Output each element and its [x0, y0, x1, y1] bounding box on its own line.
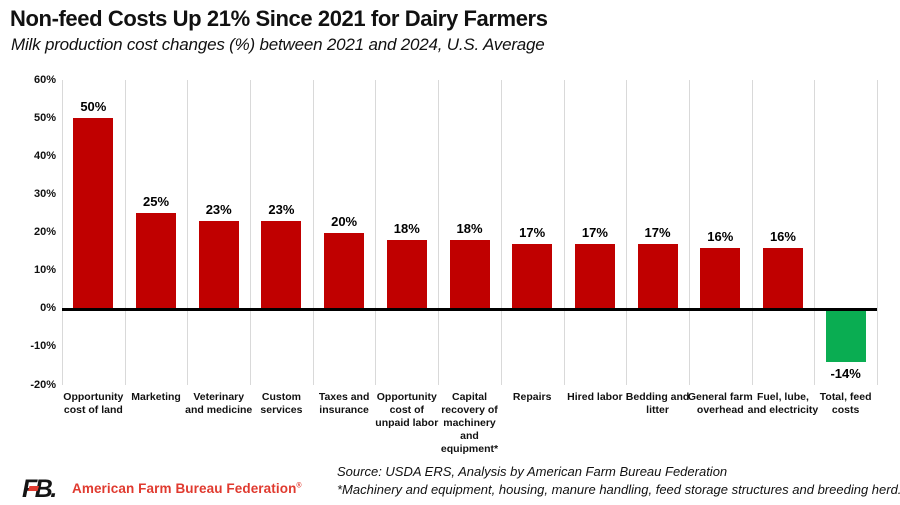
- bar-positive: [198, 221, 239, 309]
- category-label: Opportunity cost of unpaid labor: [375, 391, 439, 429]
- vertical-gridline: [375, 80, 377, 385]
- source-block: Source: USDA ERS, Analysis by American F…: [337, 463, 900, 499]
- category-label: Fuel, lube, and electricity: [747, 391, 819, 416]
- bar-value-label: -14%: [830, 366, 861, 382]
- bar-chart: 60% 50% 40% 30% 20% 10% 0% -10% -20% 50% Opportuni…: [30, 73, 878, 455]
- bar-value-label: 17%: [581, 224, 608, 240]
- vertical-gridline: [814, 80, 816, 385]
- page-subtitle: Milk production cost changes (%) between…: [11, 35, 545, 54]
- category-label: Veterinary and medicine: [185, 391, 253, 416]
- trademark-symbol: ®: [296, 482, 302, 490]
- y-axis-tick-label: 60%: [33, 73, 56, 86]
- category-label: Opportunity cost of land: [63, 391, 124, 416]
- vertical-gridline: [62, 80, 63, 385]
- y-axis-tick-label: 20%: [33, 226, 56, 238]
- category-label: Repairs: [512, 391, 552, 403]
- category-label: Hired labor: [567, 391, 623, 403]
- bar-positive: [512, 243, 553, 309]
- category-label: Marketing: [131, 391, 181, 403]
- y-axis-tick-label: 30%: [33, 187, 56, 200]
- bar-value-label: 20%: [331, 213, 358, 229]
- footnote-line: *Machinery and equipment, housing, manur…: [337, 482, 900, 497]
- bar-positive: [261, 221, 302, 309]
- bar-negative: [825, 308, 866, 363]
- vertical-gridline: [438, 80, 440, 385]
- page-title: Non-feed Costs Up 21% Since 2021 for Dai…: [10, 6, 548, 31]
- bar-positive: [136, 213, 177, 309]
- category-label: Capital recovery of machinery and equipm…: [440, 391, 499, 455]
- zero-axis-line: [62, 307, 877, 311]
- afbf-logo-label: American Farm Bureau Federation: [72, 481, 297, 496]
- category-label: General farm overhead: [687, 391, 753, 416]
- afbf-logo-icon: FB.: [22, 476, 58, 501]
- bar-value-label: 16%: [707, 228, 734, 244]
- vertical-gridline: [500, 80, 502, 385]
- category-label: Custom services: [260, 391, 303, 416]
- y-axis-tick-label: 10%: [33, 264, 56, 277]
- y-axis-tick-label: 50%: [33, 111, 56, 124]
- source-line: Source: USDA ERS, Analysis by American F…: [337, 464, 728, 479]
- vertical-gridline: [877, 80, 878, 385]
- vertical-gridline: [688, 80, 690, 385]
- vertical-gridline: [124, 80, 126, 385]
- vertical-gridline: [751, 80, 753, 385]
- bar-positive: [449, 240, 490, 309]
- vertical-gridline: [187, 80, 189, 385]
- category-label: Taxes and insurance: [318, 391, 370, 416]
- y-axis-tick-label: 0%: [40, 302, 56, 315]
- bar-positive: [324, 232, 365, 309]
- vertical-gridline: [250, 80, 252, 385]
- svg-text:FB.: FB.: [22, 476, 55, 501]
- bar-positive: [762, 247, 803, 309]
- bar-positive: [73, 118, 114, 309]
- bar-value-label: 17%: [644, 224, 671, 240]
- bar-value-label: 50%: [80, 99, 107, 115]
- vertical-gridline: [312, 80, 314, 385]
- bar-positive: [386, 240, 427, 309]
- bar-value-label: 25%: [143, 194, 170, 210]
- bar-positive: [700, 247, 741, 309]
- bar-value-label: 18%: [393, 221, 420, 237]
- y-axis-tick-label: 40%: [33, 149, 56, 162]
- category-label: Total, feed costs: [819, 391, 872, 416]
- y-axis-tick-label: -10%: [30, 340, 56, 353]
- bar-positive: [637, 243, 678, 309]
- bar-value-label: 23%: [268, 202, 295, 218]
- afbf-logo: FB. American Farm Bureau Federation®: [22, 476, 302, 501]
- category-label: Bedding and litter: [625, 391, 690, 416]
- vertical-gridline: [626, 80, 628, 385]
- bar-value-label: 16%: [769, 228, 796, 244]
- bar-value-label: 23%: [205, 202, 232, 218]
- bar-positive: [574, 243, 615, 309]
- vertical-gridline: [563, 80, 565, 385]
- bar-value-label: 17%: [519, 224, 546, 240]
- bar-value-label: 18%: [456, 221, 483, 237]
- y-axis-tick-label: -20%: [30, 378, 56, 391]
- afbf-logo-text: American Farm Bureau Federation®: [72, 481, 302, 496]
